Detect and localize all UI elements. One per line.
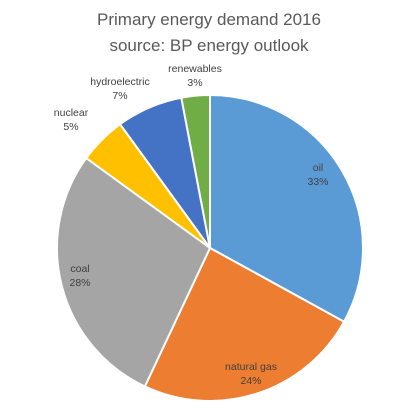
pie-slice-oil (209, 93, 364, 324)
slice-label-renewables: renewables 3% (168, 63, 222, 89)
pie-slice-natural-gas (143, 246, 346, 402)
slice-label-hydroelectric: hydroelectric 7% (90, 76, 150, 102)
slice-label-nuclear: nuclear 5% (54, 107, 89, 133)
slice-label-natural-gas: natural gas 24% (225, 361, 277, 387)
slice-label-oil: oil 33% (307, 162, 328, 188)
pie-slice-coal (56, 156, 212, 388)
chart-title: Primary energy demand 2016 (97, 10, 321, 29)
pie-slice-renewables (180, 93, 211, 249)
chart-subtitle: source: BP energy outlook (109, 36, 309, 55)
slice-label-coal: coal 28% (69, 263, 90, 289)
